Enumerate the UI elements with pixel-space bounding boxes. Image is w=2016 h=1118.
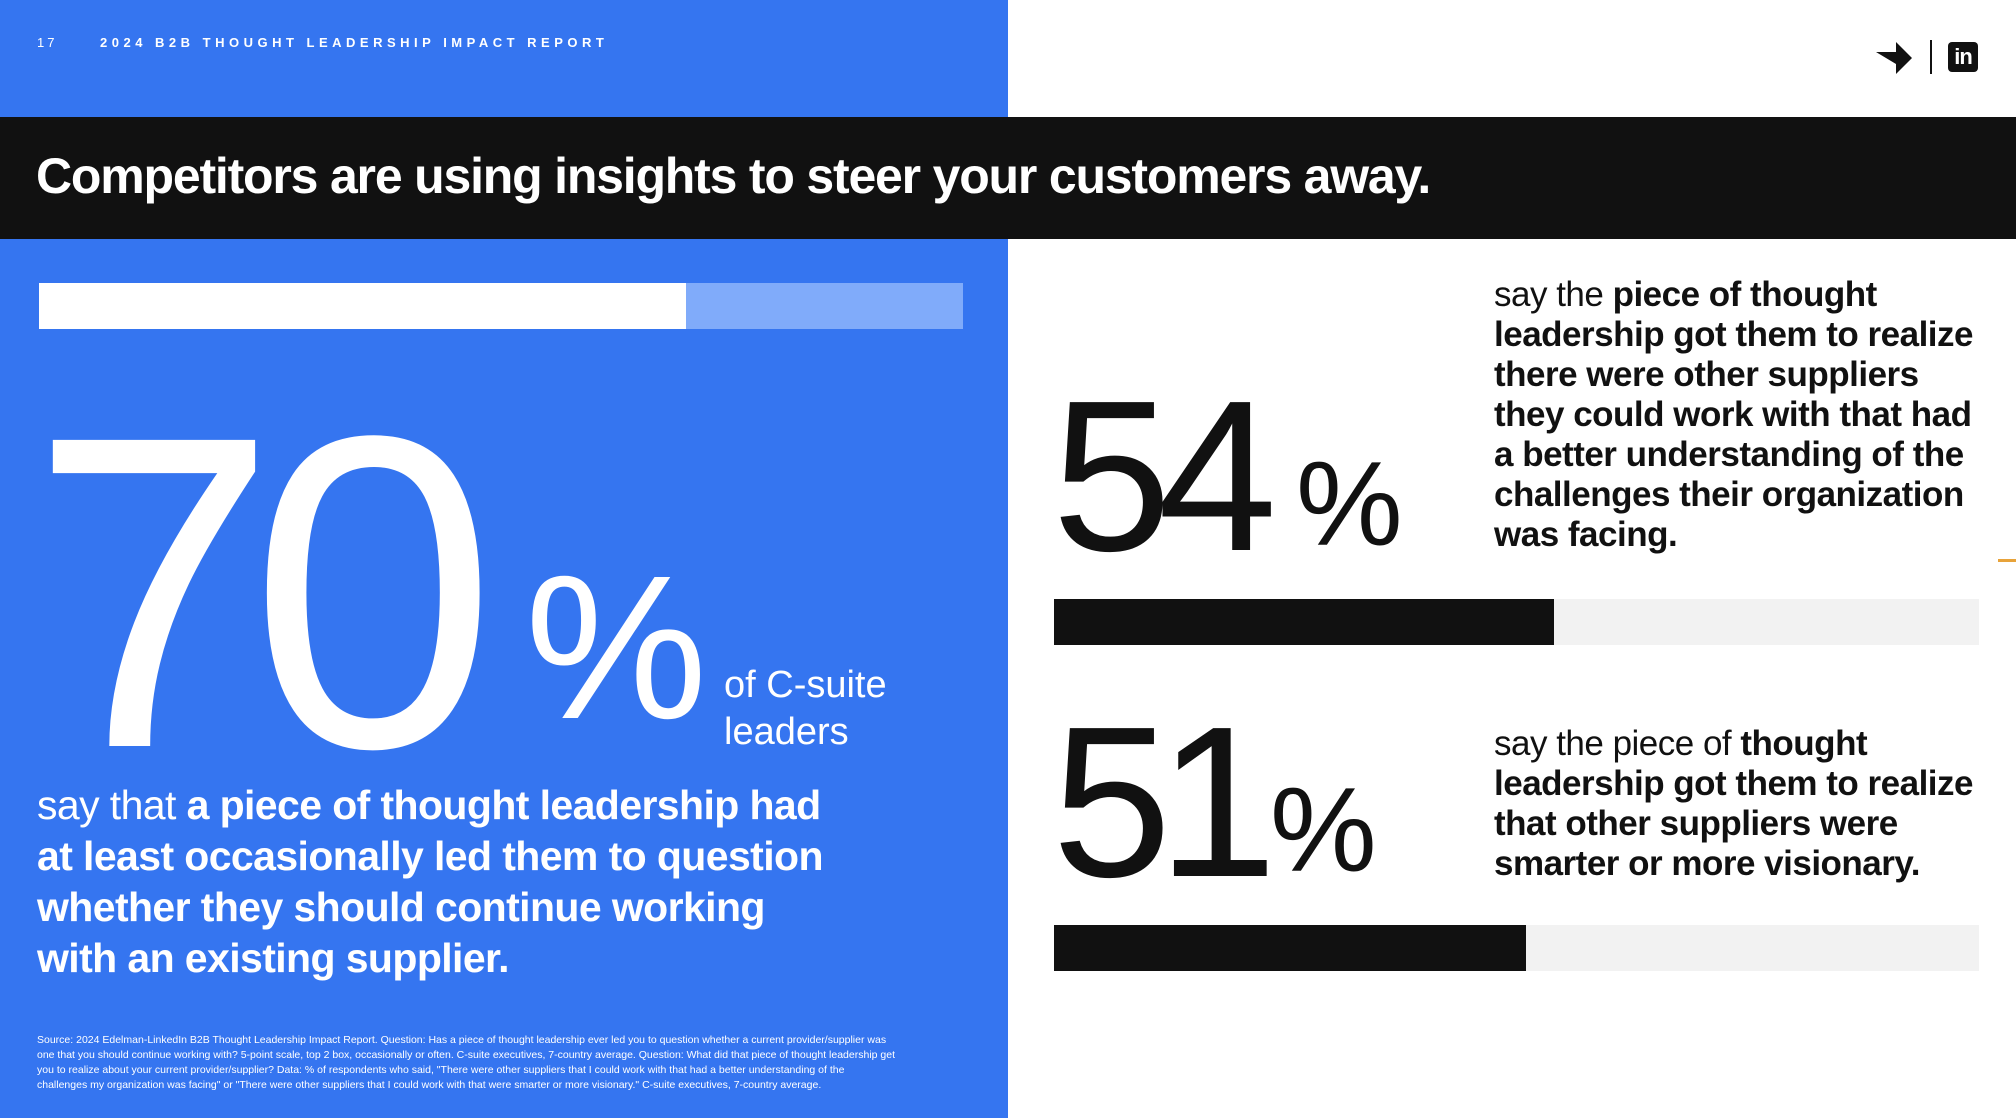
logo-group: in bbox=[1874, 38, 1984, 74]
accent-tick bbox=[1998, 559, 2016, 562]
stat-51-bold: thought leadership got them to realize t… bbox=[1494, 724, 1974, 883]
audience-label: of C-suite leaders bbox=[724, 664, 887, 753]
stat-70-description: say that a piece of thought leadership h… bbox=[37, 780, 837, 984]
stat-51-description: say the piece of thought leadership got … bbox=[1494, 724, 1994, 884]
progress-bar-70 bbox=[39, 283, 963, 329]
progress-fill-51 bbox=[1054, 925, 1526, 971]
arrow-logo-icon bbox=[1876, 42, 1912, 74]
percent-sign-51: % bbox=[1270, 763, 1377, 897]
stat-51-lead: say the piece of bbox=[1494, 724, 1741, 763]
page-number: 17 bbox=[37, 35, 58, 50]
stat-70-bold: a piece of thought leadership had at lea… bbox=[37, 782, 824, 981]
big-stat-51: 51 bbox=[1052, 681, 1277, 922]
progress-fill-54 bbox=[1054, 599, 1554, 645]
progress-bar-51 bbox=[1054, 925, 1979, 971]
report-title: 2024 B2B THOUGHT LEADERSHIP IMPACT REPOR… bbox=[100, 35, 609, 50]
percent-sign-54: % bbox=[1296, 437, 1403, 571]
headline-bar: Competitors are using insights to steer … bbox=[0, 117, 2016, 239]
progress-bar-54 bbox=[1054, 599, 1979, 645]
source-note: Source: 2024 Edelman-LinkedIn B2B Though… bbox=[37, 1034, 896, 1091]
progress-fill-70 bbox=[39, 283, 686, 329]
big-stat-70: 70 bbox=[30, 344, 497, 841]
stat-54-description: say the piece of thought leadership got … bbox=[1494, 275, 1994, 555]
stat-70-lead: say that bbox=[37, 782, 187, 828]
stat-54-bold: piece of thought leadership got them to … bbox=[1494, 275, 1974, 554]
logo-divider bbox=[1930, 40, 1932, 74]
big-stat-54: 54 bbox=[1052, 355, 1277, 596]
stat-54-lead: say the bbox=[1494, 275, 1613, 314]
headline: Competitors are using insights to steer … bbox=[36, 148, 1431, 204]
linkedin-icon[interactable]: in bbox=[1948, 42, 1978, 72]
percent-sign-70: % bbox=[525, 533, 708, 762]
